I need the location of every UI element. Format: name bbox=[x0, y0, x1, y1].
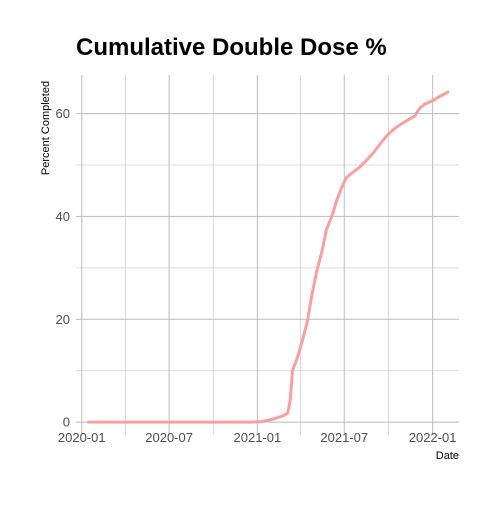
x-tick-label: 2020-07 bbox=[145, 430, 193, 445]
y-tick-label: 20 bbox=[56, 312, 70, 327]
series-line bbox=[87, 90, 450, 424]
y-tick-label: 60 bbox=[56, 106, 70, 121]
y-tick-label: 0 bbox=[63, 415, 70, 430]
x-tick-label: 2021-07 bbox=[320, 430, 368, 445]
y-tick-label: 40 bbox=[56, 209, 70, 224]
x-tick-label: 2020-01 bbox=[58, 430, 106, 445]
tick-label-layer: 2020-01 2020-07 2021-01 2021-07 2022-01 0 20 40… bbox=[56, 106, 457, 445]
chart-title: Cumulative Double Dose % bbox=[76, 34, 387, 61]
x-tick-label: 2022-01 bbox=[409, 430, 457, 445]
grid-layer bbox=[76, 75, 459, 435]
x-tick-label: 2021-01 bbox=[234, 430, 282, 445]
y-axis-label: Percent Completed bbox=[40, 81, 52, 175]
x-axis-label: Date bbox=[436, 450, 459, 462]
series-layer bbox=[87, 90, 450, 424]
